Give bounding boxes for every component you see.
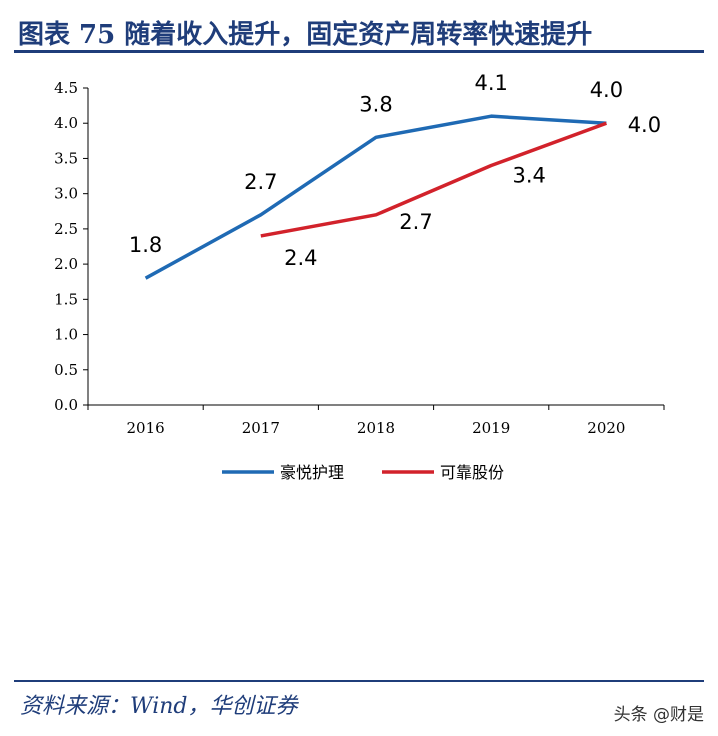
data-label: 4.0 <box>590 78 623 102</box>
y-tick-label: 3.5 <box>54 149 78 167</box>
page-title: 图表 75 随着收入提升，固定资产周转率快速提升 <box>18 20 593 50</box>
source-divider <box>14 680 704 682</box>
y-tick-label: 2.5 <box>54 220 78 238</box>
x-tick-label: 2017 <box>242 419 280 437</box>
line-chart: 0.0 0.5 1.0 1.5 2.0 2.5 3.0 3.5 4.0 4.5 2016 2017 20… <box>54 71 665 482</box>
y-tick-label: 2.0 <box>54 255 78 273</box>
y-tick-label: 4.0 <box>54 114 78 132</box>
x-tick-label: 2020 <box>587 419 625 437</box>
series-line-0 <box>144 114 607 280</box>
source-note: 资料来源：Wind，华创证券 <box>20 694 298 719</box>
y-tick-label: 0.5 <box>54 361 78 379</box>
y-tick-label: 1.0 <box>54 326 78 344</box>
x-tick-label: 2018 <box>357 419 395 437</box>
y-tick-label: 0.0 <box>54 396 78 414</box>
data-label: 3.8 <box>359 92 392 116</box>
data-label: 4.0 <box>628 113 661 137</box>
data-label: 2.7 <box>244 170 277 194</box>
y-tick-label: 4.5 <box>54 79 78 97</box>
legend-label: 豪悦护理 <box>280 463 344 482</box>
y-tick-label: 1.5 <box>54 290 78 308</box>
data-label: 2.4 <box>284 246 317 270</box>
data-label: 2.7 <box>399 210 432 234</box>
data-label: 4.1 <box>474 71 507 95</box>
title-bar: 图表 75 随着收入提升，固定资产周转率快速提升 <box>14 6 704 50</box>
x-tick-label: 2019 <box>472 419 510 437</box>
data-label: 3.4 <box>512 163 545 187</box>
data-label: 1.8 <box>129 233 162 257</box>
watermark-text: 头条 @财是 <box>613 705 704 725</box>
series-line-1 <box>260 121 608 238</box>
x-tick-label: 2016 <box>127 419 165 437</box>
title-divider <box>14 50 704 53</box>
y-tick-label: 3.0 <box>54 185 78 203</box>
legend-label: 可靠股份 <box>440 463 504 482</box>
